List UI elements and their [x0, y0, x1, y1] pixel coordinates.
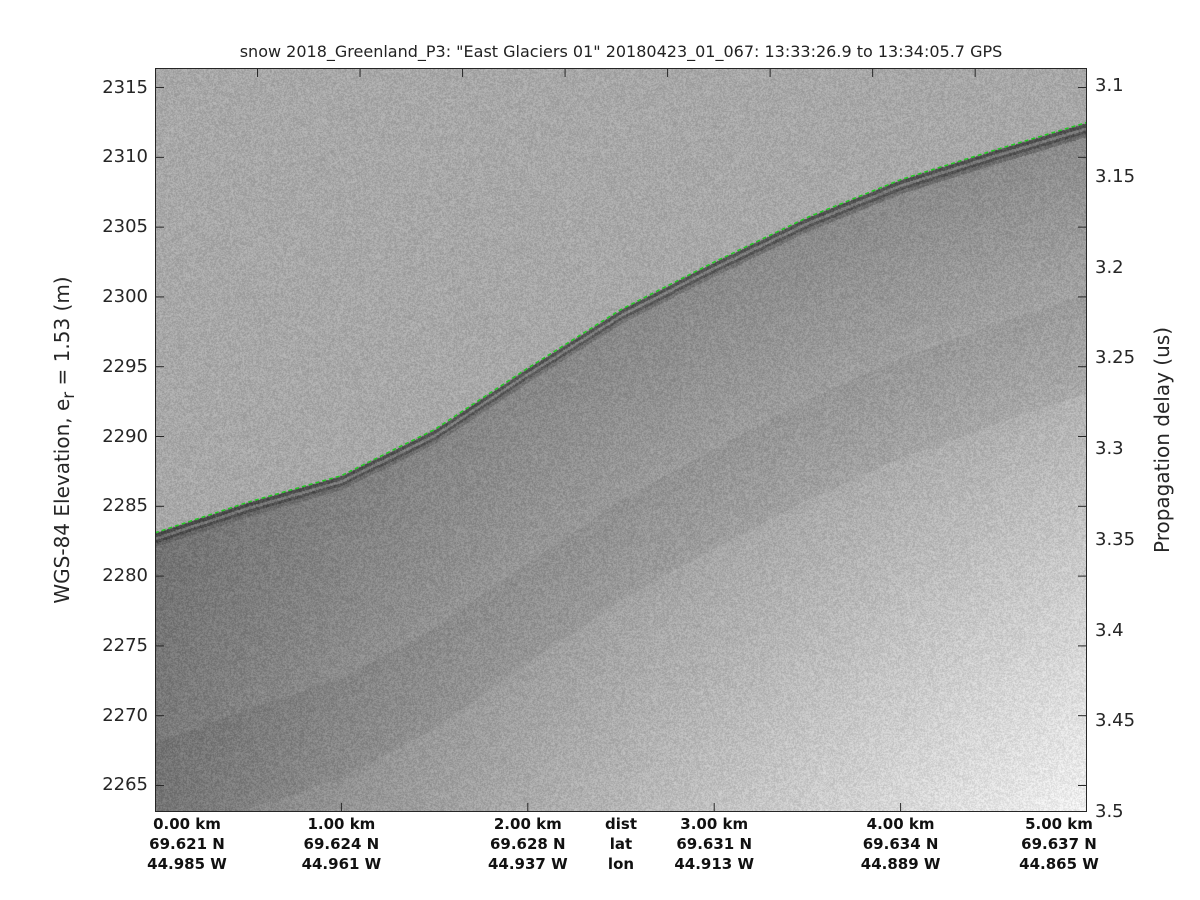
x-tick-label-lat: 69.628 N [488, 834, 568, 854]
left-y-tick-label: 2310 [88, 146, 148, 167]
x-tick-label-dist: 5.00 km [1019, 814, 1099, 834]
x-tick-label-lat: 69.634 N [861, 834, 941, 854]
surface-line [155, 122, 1087, 532]
left-y-label-subscript: r [59, 392, 78, 399]
right-y-tick-label: 3.45 [1095, 710, 1135, 731]
x-tick-label-dist: 4.00 km [861, 814, 941, 834]
right-y-tick-label: 3.1 [1095, 75, 1124, 96]
left-y-axis-label: WGS-84 Elevation, er = 1.53 (m) [50, 276, 78, 603]
left-y-label-tail: = 1.53 (m) [50, 276, 74, 391]
left-y-tick-label: 2315 [88, 77, 148, 98]
left-y-tick-label: 2275 [88, 635, 148, 656]
x-tick-label-group: 0.00 km 69.621 N 44.985 W [147, 814, 227, 874]
right-y-tick-label: 3.4 [1095, 620, 1124, 641]
x-tick-label-lon: 44.961 W [302, 854, 382, 874]
right-y-tick-label: 3.25 [1095, 347, 1135, 368]
echogram-overlay [155, 68, 1087, 812]
plot-frame [156, 69, 1087, 812]
x-tick-label-dist: 2.00 km [488, 814, 568, 834]
x-tick-label-lat: 69.637 N [1019, 834, 1099, 854]
x-tick-label-lat: 69.631 N [674, 834, 754, 854]
left-y-label-main: WGS-84 Elevation, e [50, 399, 74, 604]
left-y-tick-label: 2295 [88, 356, 148, 377]
right-y-tick-label: 3.3 [1095, 438, 1124, 459]
x-tick-label-dist: 1.00 km [302, 814, 382, 834]
left-y-tick-label: 2305 [88, 216, 148, 237]
x-tick-label-lat: 69.624 N [302, 834, 382, 854]
chart-title: snow 2018_Greenland_P3: "East Glaciers 0… [155, 42, 1087, 61]
x-tick-label-group: 1.00 km 69.624 N 44.961 W [302, 814, 382, 874]
x-tick-label-dist: 0.00 km [147, 814, 227, 834]
x-tick-label-lon: 44.985 W [147, 854, 227, 874]
right-y-tick-label: 3.35 [1095, 529, 1135, 550]
left-y-tick-label: 2290 [88, 426, 148, 447]
x-row-label: lat [605, 834, 637, 854]
x-row-labels: dist lat lon [605, 814, 637, 874]
x-tick-label-lon: 44.913 W [674, 854, 754, 874]
left-y-tick-label: 2285 [88, 495, 148, 516]
x-row-label: dist [605, 814, 637, 834]
x-tick-label-lat: 69.621 N [147, 834, 227, 854]
right-y-tick-label: 3.15 [1095, 166, 1135, 187]
x-row-label: lon [605, 854, 637, 874]
left-y-tick-label: 2265 [88, 774, 148, 795]
right-y-tick-label: 3.2 [1095, 257, 1124, 278]
echogram-plot-area [155, 68, 1087, 812]
left-y-tick-label: 2270 [88, 705, 148, 726]
x-tick-label-group: 4.00 km 69.634 N 44.889 W [861, 814, 941, 874]
x-tick-label-group: 2.00 km 69.628 N 44.937 W [488, 814, 568, 874]
x-tick-label-dist: 3.00 km [674, 814, 754, 834]
left-y-tick-label: 2280 [88, 565, 148, 586]
right-y-tick-label: 3.5 [1095, 801, 1124, 822]
x-tick-label-lon: 44.937 W [488, 854, 568, 874]
x-tick-label-lon: 44.889 W [861, 854, 941, 874]
x-tick-label-lon: 44.865 W [1019, 854, 1099, 874]
right-y-axis-label: Propagation delay (us) [1150, 327, 1174, 553]
x-tick-label-group: 5.00 km 69.637 N 44.865 W [1019, 814, 1099, 874]
left-y-tick-label: 2300 [88, 286, 148, 307]
x-tick-label-group: 3.00 km 69.631 N 44.913 W [674, 814, 754, 874]
